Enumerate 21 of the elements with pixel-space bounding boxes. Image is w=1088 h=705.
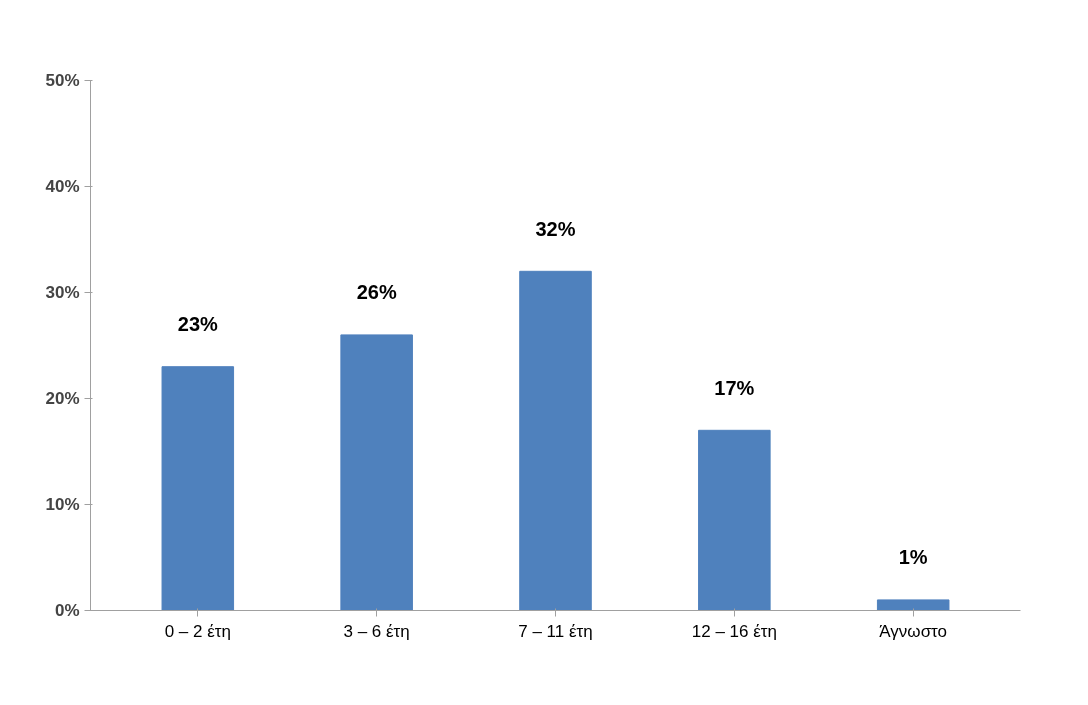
- y-tick-label: 0%: [54, 601, 80, 620]
- y-tick-label: 10%: [45, 495, 80, 514]
- y-tick-label: 40%: [45, 177, 80, 196]
- y-tick-label: 50%: [45, 71, 80, 90]
- data-label: 32%: [535, 217, 576, 240]
- bar: [698, 429, 771, 611]
- x-tick-label: 12 – 16 έτη: [691, 621, 777, 641]
- x-tick-label: 0 – 2 έτη: [164, 621, 231, 641]
- y-tick-label: 30%: [45, 283, 80, 302]
- y-tick-label: 20%: [45, 389, 80, 408]
- bar: [161, 366, 235, 611]
- data-label: 17%: [714, 376, 755, 399]
- x-tick-label: 7 – 11 έτη: [518, 621, 593, 641]
- data-label: 1%: [898, 546, 928, 569]
- bar: [876, 599, 950, 611]
- data-label: 23%: [177, 312, 219, 335]
- x-tick-label: 3 – 6 έτη: [343, 621, 410, 641]
- data-label: 26%: [356, 281, 397, 304]
- x-tick-label: Άγνωστο: [879, 621, 948, 641]
- bar: [519, 270, 592, 611]
- bar: [340, 334, 413, 611]
